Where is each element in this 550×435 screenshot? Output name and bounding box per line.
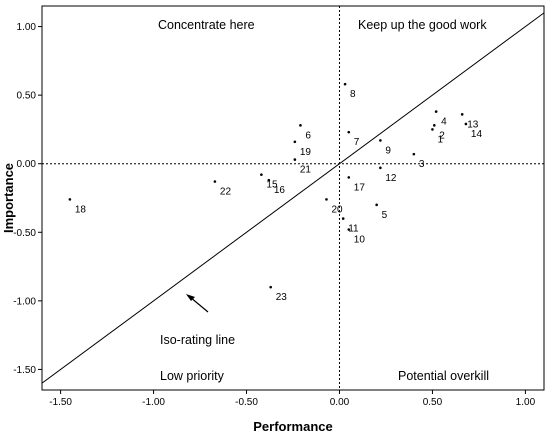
data-point-label: 7 <box>354 137 360 148</box>
data-point-marker <box>213 180 217 183</box>
data-point-label: 12 <box>385 173 397 184</box>
data-point-marker <box>343 82 347 86</box>
data-point-marker <box>379 166 382 170</box>
y-tick-label: -0.50 <box>13 228 36 239</box>
data-point-marker <box>464 122 468 126</box>
data-point-marker <box>379 139 382 142</box>
data-point-label: 5 <box>382 210 388 221</box>
x-tick-label: -1.00 <box>142 397 165 408</box>
data-point-label: 8 <box>350 89 356 100</box>
data-point-label: 20 <box>331 204 343 215</box>
x-axis-title: Performance <box>253 419 332 434</box>
y-tick-label: 1.00 <box>17 22 37 33</box>
data-point-marker <box>460 113 464 116</box>
data-point-label: 2 <box>439 130 445 141</box>
data-point-label: 10 <box>354 235 366 246</box>
data-point-marker <box>260 173 263 176</box>
data-point-label: 23 <box>276 292 288 303</box>
data-point-label: 14 <box>471 129 483 140</box>
data-point-marker <box>269 285 272 289</box>
y-tick-label: 0.50 <box>17 91 37 102</box>
data-point-marker <box>375 203 378 207</box>
x-tick-label: -0.50 <box>235 397 258 408</box>
data-point-marker <box>325 198 328 201</box>
data-point-marker <box>68 198 72 201</box>
data-point-marker <box>347 228 351 231</box>
x-tick-label: -1.50 <box>49 397 72 408</box>
data-point-label: 3 <box>419 159 425 170</box>
data-point-label: 1 <box>437 134 443 145</box>
data-point-label: 11 <box>348 224 359 235</box>
data-point-label: 15 <box>266 180 278 191</box>
data-point-marker <box>431 128 434 131</box>
data-point-marker <box>434 110 438 113</box>
data-point-label: 22 <box>220 187 232 198</box>
x-tick-label: 1.00 <box>516 397 536 408</box>
data-point-marker <box>347 176 351 179</box>
data-point-label: 17 <box>354 182 366 193</box>
y-tick-label: 0.00 <box>17 159 37 170</box>
data-point-label: 13 <box>467 119 479 130</box>
iso-line-label: Iso-rating line <box>160 333 235 347</box>
data-point-marker <box>267 178 271 182</box>
data-point-marker <box>433 124 436 127</box>
x-tick-label: 0.00 <box>330 397 350 408</box>
y-tick-label: -1.50 <box>13 365 36 376</box>
iso-line-arrow <box>186 294 209 313</box>
x-axis-ticks: -1.50 -1.00 -0.50 0.00 0.50 1.00 <box>49 390 536 408</box>
data-point-marker <box>412 152 416 156</box>
data-point-marker <box>293 140 297 144</box>
iso-rating-line <box>41 12 545 384</box>
data-point-marker <box>341 217 345 220</box>
data-point-marker <box>293 158 297 161</box>
data-point-label: 16 <box>274 185 286 196</box>
data-point-label: 18 <box>75 204 87 215</box>
quadrant-label-top-right: Keep up the good work <box>358 18 487 32</box>
data-point-label: 21 <box>300 165 312 176</box>
data-point-label: 9 <box>385 145 391 156</box>
data-point-label: 6 <box>305 130 311 141</box>
data-point-label: 4 <box>441 117 447 128</box>
y-axis-title: Importance <box>1 163 16 233</box>
quadrant-label-bottom-left: Low priority <box>160 369 225 383</box>
data-point-marker <box>347 130 351 134</box>
x-tick-label: 0.50 <box>423 397 443 408</box>
data-point-marker <box>299 124 302 127</box>
y-tick-label: -1.00 <box>13 296 36 307</box>
quadrant-label-bottom-right: Potential overkill <box>398 369 489 383</box>
y-axis-ticks: -1.50 -1.00 -0.50 0.00 0.50 1.00 <box>13 22 42 376</box>
quadrant-label-top-left: Concentrate here <box>158 18 255 32</box>
data-point-label: 19 <box>300 147 312 158</box>
